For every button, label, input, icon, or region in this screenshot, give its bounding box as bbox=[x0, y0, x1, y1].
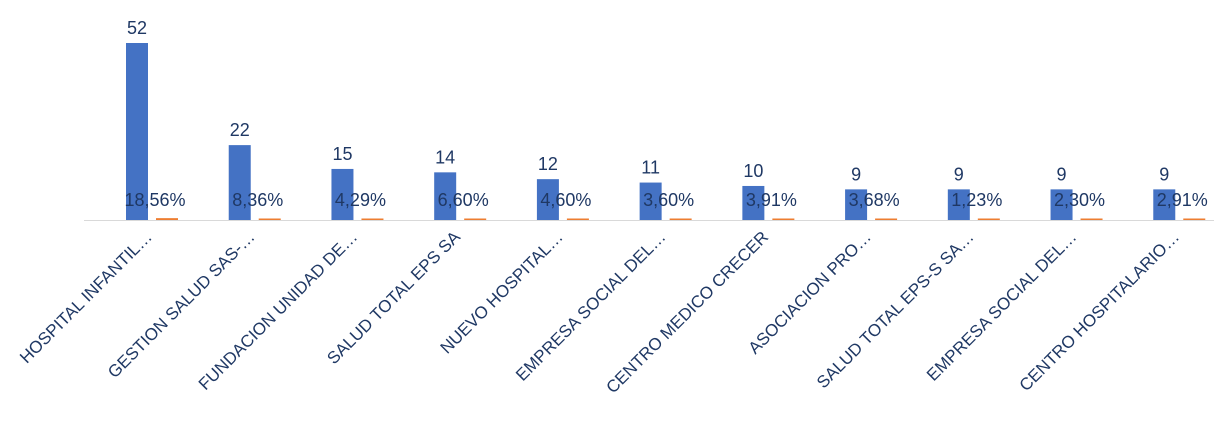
bar-percent-4 bbox=[566, 218, 589, 220]
bar-percent-3 bbox=[464, 218, 487, 220]
bar-count-7 bbox=[845, 189, 868, 220]
bar-count-2 bbox=[331, 168, 354, 220]
percent-label-1: 8,36% bbox=[232, 190, 283, 210]
bar-count-9 bbox=[1050, 189, 1073, 220]
percent-label-9: 2,30% bbox=[1054, 190, 1105, 210]
value-label-0: 52 bbox=[127, 18, 147, 38]
bar-percent-8 bbox=[977, 218, 1000, 220]
percent-label-7: 3,68% bbox=[849, 190, 900, 210]
percent-label-4: 4,60% bbox=[540, 190, 591, 210]
value-label-10: 9 bbox=[1159, 164, 1169, 184]
bar-percent-10 bbox=[1183, 218, 1206, 220]
value-label-2: 15 bbox=[332, 144, 352, 164]
value-label-7: 9 bbox=[851, 164, 861, 184]
bar-count-3 bbox=[434, 172, 457, 220]
bar-count-4 bbox=[536, 179, 559, 220]
category-label-6: CENTRO MEDICO CRECER bbox=[602, 227, 772, 397]
percent-label-6: 3,91% bbox=[746, 190, 797, 210]
bar-count-1 bbox=[228, 145, 251, 220]
bar-percent-6 bbox=[772, 218, 795, 220]
bar-count-6 bbox=[742, 185, 765, 220]
bar-count-0 bbox=[126, 43, 148, 220]
bar-count-10 bbox=[1153, 189, 1176, 220]
value-label-1: 22 bbox=[230, 120, 250, 140]
value-label-4: 12 bbox=[538, 154, 558, 174]
percent-label-2: 4,29% bbox=[335, 190, 386, 210]
value-label-6: 10 bbox=[743, 161, 763, 181]
value-label-9: 9 bbox=[1057, 164, 1067, 184]
percent-label-5: 3,60% bbox=[643, 190, 694, 210]
bar-count-5 bbox=[639, 182, 662, 220]
bar-percent-1 bbox=[258, 218, 281, 220]
percent-label-0: 18,56% bbox=[124, 190, 185, 210]
bar-percent-9 bbox=[1080, 218, 1103, 220]
bar-percent-2 bbox=[361, 218, 384, 220]
percent-label-10: 2,91% bbox=[1157, 190, 1208, 210]
bars-layer bbox=[126, 43, 1206, 220]
value-label-3: 14 bbox=[435, 147, 455, 167]
bar-count-8 bbox=[947, 189, 970, 220]
percent-label-8: 1,23% bbox=[951, 190, 1002, 210]
bar-percent-7 bbox=[875, 218, 898, 220]
percent-label-3: 6,60% bbox=[438, 190, 489, 210]
bar-percent-0 bbox=[156, 218, 178, 220]
value-label-5: 11 bbox=[641, 158, 660, 178]
value-label-8: 9 bbox=[954, 164, 964, 184]
bar-percent-5 bbox=[669, 218, 692, 220]
